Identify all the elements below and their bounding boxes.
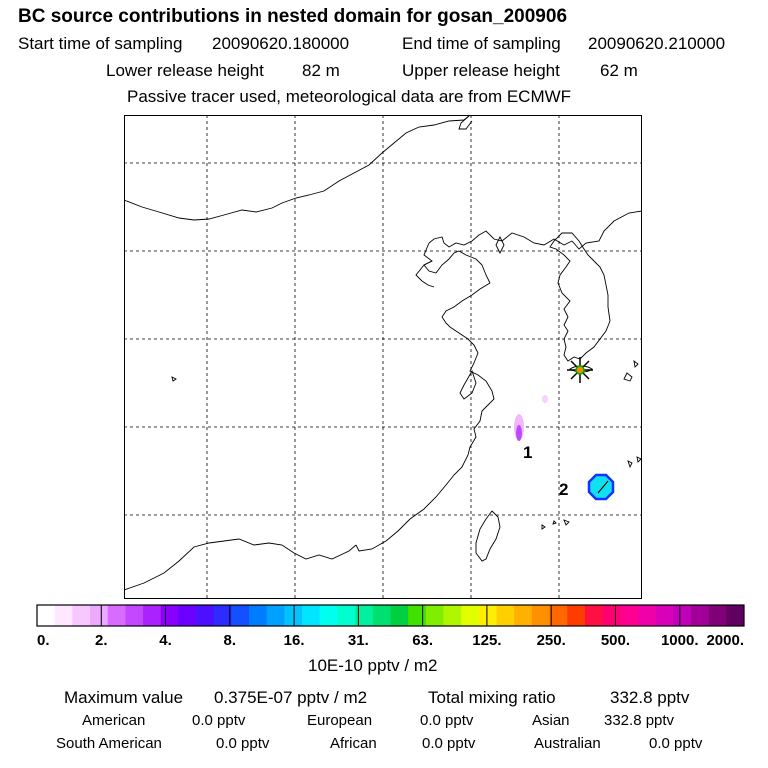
colorbar-cell: [496, 605, 515, 626]
colorbar-cell: [213, 605, 232, 626]
map-gridlines: [124, 115, 642, 599]
colorbar-cell: [567, 605, 586, 626]
colorbar-cell: [72, 605, 91, 626]
colorbar-cell: [355, 605, 374, 626]
end-time-label: End time of sampling: [402, 34, 561, 53]
region-australian-name: Australian: [534, 735, 601, 752]
colorbar-tick-label: 16.: [284, 632, 305, 649]
colorbar: 0. 2. 4. 8. 16. 31. 63. 125. 250. 500. 1000. 2000.: [36, 604, 745, 649]
colorbar-frame: [36, 604, 745, 627]
colorbar-tick-label: 500.: [601, 632, 630, 649]
colorbar-cell: [107, 605, 126, 626]
receptor-star: [567, 357, 593, 383]
region-european-name: European: [307, 712, 373, 729]
colorbar-tick-label: 4.: [159, 632, 172, 649]
colorbar-tick-label: 0.: [37, 632, 50, 649]
colorbar-cell: [249, 605, 268, 626]
colorbar-cell: [54, 605, 73, 626]
colorbar-cell: [690, 605, 709, 626]
end-time-value: 20090620.210000: [588, 34, 726, 53]
colorbar-cell: [231, 605, 250, 626]
chart-title: BC source contributions in nested domain…: [18, 6, 568, 27]
colorbar-tick-label: 31.: [348, 632, 369, 649]
colorbar-cell: [284, 605, 303, 626]
colorbar-cell: [408, 605, 427, 626]
colorbar-cell: [602, 605, 621, 626]
upper-height-label: Upper release height: [402, 61, 560, 80]
colorbar-cell: [584, 605, 603, 626]
colorbar-cell: [196, 605, 215, 626]
colorbar-unit-label: 10E-10 pptv / m2: [308, 656, 438, 675]
region-african-value: 0.0 pptv: [422, 735, 476, 752]
colorbar-cell: [655, 605, 674, 626]
colorbar-tick-label: 1000.: [661, 632, 699, 649]
region-european-value: 0.0 pptv: [420, 712, 474, 729]
lower-height-label: Lower release height: [106, 61, 264, 80]
region-american-name: American: [82, 712, 146, 729]
colorbar-cell: [637, 605, 656, 626]
region-south-american-name: South American: [56, 735, 162, 752]
colorbar-cell: [178, 605, 197, 626]
colorbar-cell: [708, 605, 727, 626]
region-asian-value: 332.8 pptv: [604, 712, 675, 729]
colorbar-cell: [620, 605, 639, 626]
region-african-name: African: [330, 735, 377, 752]
colorbar-cell: [726, 605, 745, 626]
marker-1-label: 1: [523, 443, 532, 462]
colorbar-cell: [514, 605, 533, 626]
colorbar-tick-label: 8.: [224, 632, 237, 649]
source-region-2: [587, 473, 615, 501]
start-time-label: Start time of sampling: [18, 34, 183, 53]
region-australian-value: 0.0 pptv: [649, 735, 703, 752]
total-mixing-label: Total mixing ratio: [428, 688, 556, 707]
colorbar-tick-label: 2000.: [706, 632, 744, 649]
region-american-value: 0.0 pptv: [192, 712, 246, 729]
map-panel: 1 2: [124, 115, 642, 599]
source-region-2-coast: [597, 480, 609, 494]
colorbar-cell: [37, 605, 55, 626]
colorbar-cell: [266, 605, 285, 626]
upper-height-value: 62 m: [600, 61, 638, 80]
plume-core: [516, 425, 522, 441]
region-asian-name: Asian: [532, 712, 570, 729]
colorbar-cell: [302, 605, 321, 626]
colorbar-cell: [319, 605, 338, 626]
colorbar-cell: [443, 605, 462, 626]
colorbar-cell: [372, 605, 391, 626]
region-south-american-value: 0.0 pptv: [216, 735, 270, 752]
lower-height-value: 82 m: [302, 61, 340, 80]
colorbar-cell: [90, 605, 108, 626]
total-mixing-value: 332.8 pptv: [610, 688, 690, 707]
colorbar-cell: [673, 605, 692, 626]
colorbar-cell: [125, 605, 144, 626]
colorbar-cell: [549, 605, 568, 626]
colorbar-cell: [425, 605, 444, 626]
colorbar-cell: [337, 605, 356, 626]
colorbar-cell: [390, 605, 409, 626]
max-value: 0.375E-07 pptv / m2: [214, 688, 368, 707]
marker-2-label: 2: [559, 480, 568, 499]
colorbar-tick-label: 2.: [95, 632, 108, 649]
plume-small: [542, 395, 548, 403]
source-plumes: [514, 395, 615, 501]
colorbar-tick-label: 63.: [412, 632, 433, 649]
coastlines: [124, 115, 642, 591]
start-time-value: 20090620.180000: [212, 34, 350, 53]
max-value-label: Maximum value: [64, 688, 184, 707]
colorbar-tick-label: 125.: [472, 632, 501, 649]
colorbar-tick-label: 250.: [537, 632, 566, 649]
colorbar-cell: [531, 605, 550, 626]
colorbar-cell: [478, 605, 497, 626]
colorbar-cell: [160, 605, 179, 626]
tracer-note: Passive tracer used, meteorological data…: [127, 87, 572, 106]
colorbar-cell: [461, 605, 480, 626]
colorbar-cell: [143, 605, 162, 626]
